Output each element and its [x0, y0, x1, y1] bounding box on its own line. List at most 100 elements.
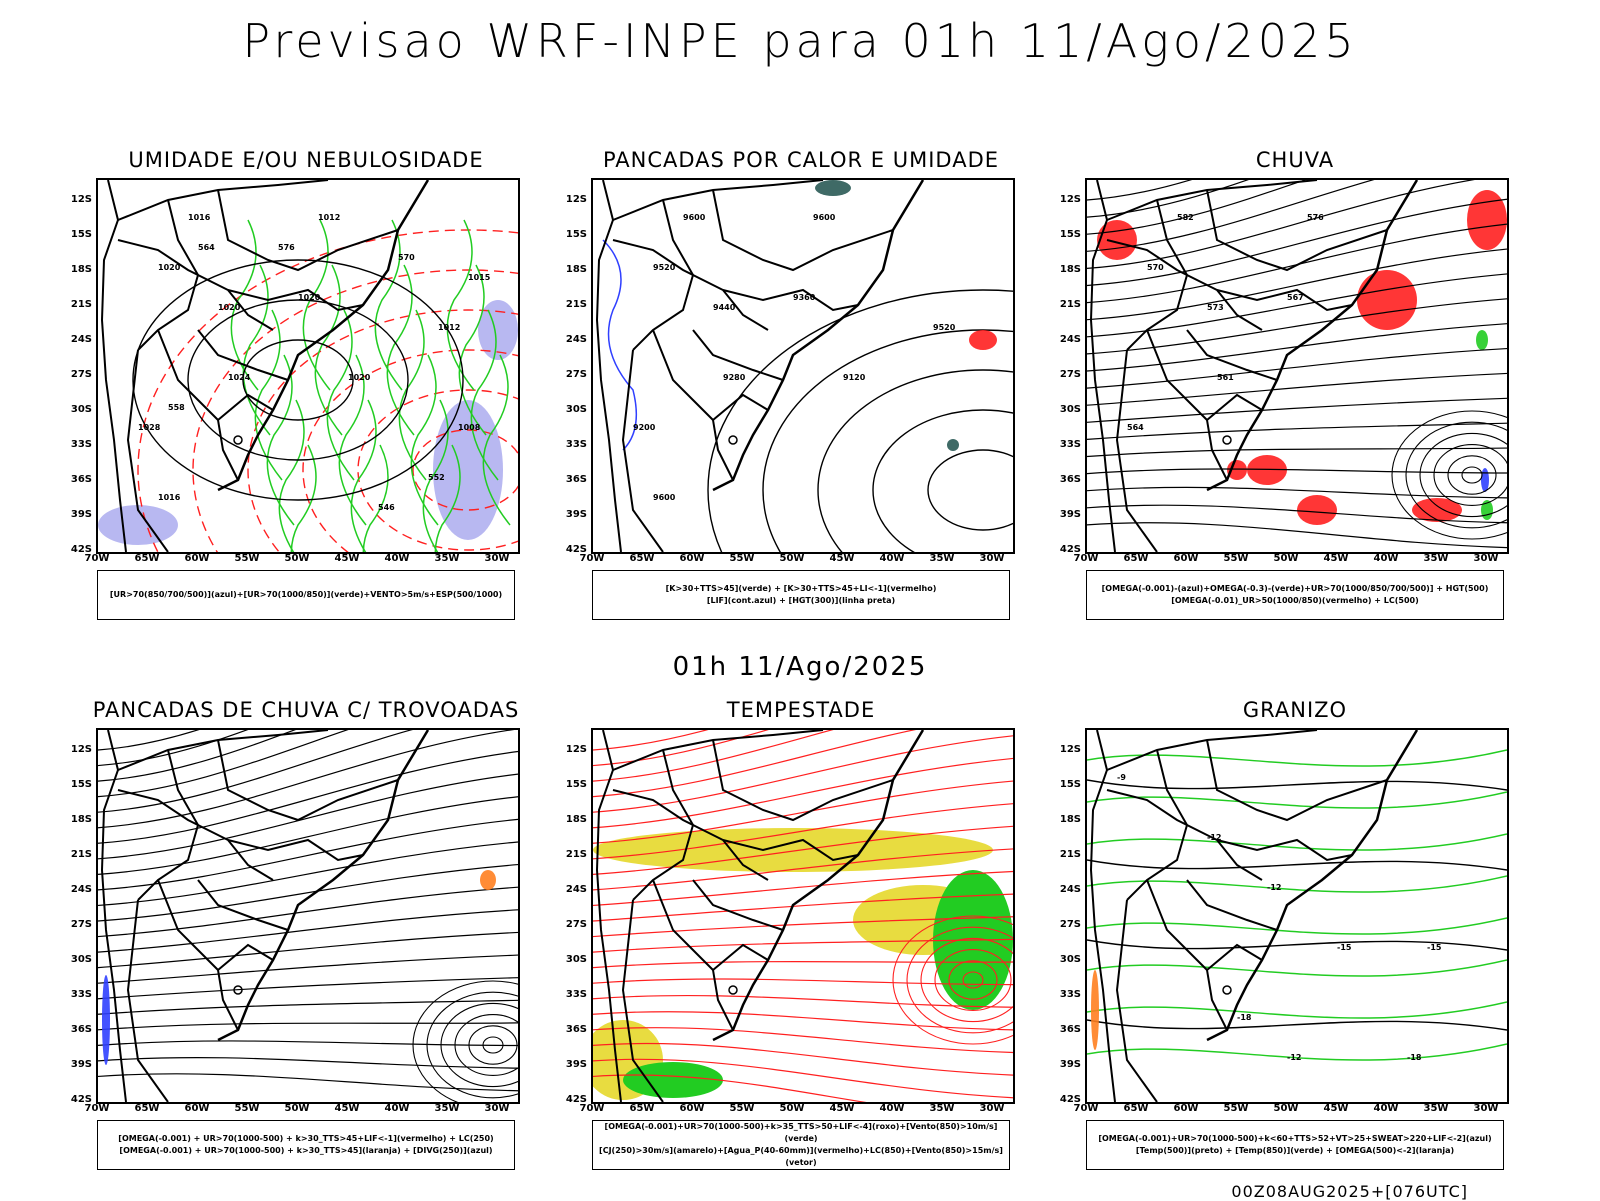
- contour-label: 564: [198, 243, 215, 252]
- contour-label: 1008: [458, 423, 481, 432]
- lat-tick-label: 39S: [70, 1059, 92, 1070]
- lon-tick-label: 45W: [829, 1103, 855, 1114]
- contour-label: 1020: [348, 373, 371, 382]
- lon-tick-label: 70W: [579, 1103, 605, 1114]
- lat-tick-label: 36S: [70, 474, 92, 485]
- contour-label: 570: [398, 253, 415, 262]
- lat-tick-label: 36S: [565, 474, 587, 485]
- lat-tick-label: 12S: [70, 744, 92, 755]
- lat-tick-label: 27S: [70, 919, 92, 930]
- coastline-borders: [100, 730, 430, 1102]
- lon-tick-label: 65W: [1123, 553, 1149, 564]
- legend-line: [OMEGA(-0.001) + UR>70(1000-500) + k>30_…: [119, 1146, 493, 1155]
- lat-tick-label: 18S: [565, 264, 587, 275]
- lat-tick-label: 15S: [70, 229, 92, 240]
- contour-label: 1016: [188, 213, 211, 222]
- lat-tick-label: 21S: [1059, 849, 1081, 860]
- contour-lines: [137, 229, 518, 552]
- map-area: 582 576 570 573 567 561 564: [1085, 178, 1509, 554]
- lon-tick-label: 35W: [434, 1103, 460, 1114]
- lat-tick-label: 42S: [565, 544, 587, 555]
- panel-legend: [K>30+TTS>45](verde) + [K>30+TTS>45+LI<-…: [592, 570, 1010, 620]
- contour-label: 1015: [468, 273, 491, 282]
- streamlines: [593, 730, 1013, 1102]
- map-area: 9600 9600 9520 9440 9360 9280 9200 9120 9600 9520: [591, 178, 1015, 554]
- contour-label: 1016: [158, 493, 181, 502]
- contour-lines: [707, 289, 1013, 552]
- contour-label: 1024: [228, 373, 251, 382]
- lat-tick-label: 36S: [565, 1024, 587, 1035]
- lon-tick-label: 70W: [84, 1103, 110, 1114]
- lat-tick-label: 24S: [1059, 884, 1081, 895]
- contour-label: 564: [1127, 423, 1144, 432]
- coastline-borders: [100, 180, 430, 552]
- lat-tick-label: 42S: [70, 1094, 92, 1105]
- contour-label: 570: [1147, 263, 1164, 272]
- contour-label: 9520: [653, 263, 676, 272]
- lat-tick-label: 33S: [1059, 439, 1081, 450]
- lon-tick-label: 50W: [1273, 1103, 1299, 1114]
- contour-label: 561: [1217, 373, 1234, 382]
- rain-green-area: [1476, 330, 1493, 520]
- panel-title: UMIDADE E/OU NEBULOSIDADE: [128, 148, 484, 172]
- coastline-borders: [595, 730, 925, 1102]
- lon-tick-label: 55W: [234, 553, 260, 564]
- legend-line: [UR>70(850/700/500)](azul)+[UR>70(1000/8…: [109, 590, 503, 599]
- lon-tick-label: 70W: [579, 553, 605, 564]
- lon-tick-label: 60W: [679, 1103, 705, 1114]
- lon-tick-label: 35W: [929, 553, 955, 564]
- lat-tick-label: 30S: [1059, 404, 1081, 415]
- panel-title: CHUVA: [1255, 148, 1335, 172]
- lon-tick-label: 65W: [629, 1103, 655, 1114]
- contour-label: 1020: [158, 263, 181, 272]
- contour-label: 9440: [713, 303, 736, 312]
- panel-title: GRANIZO: [1242, 698, 1348, 722]
- lat-tick-label: 24S: [565, 884, 587, 895]
- legend-line: [OMEGA(-0.01)_UR>50(1000/850)(vermelho) …: [1171, 596, 1419, 605]
- lat-tick-label: 42S: [565, 1094, 587, 1105]
- contour-label: 1020: [218, 303, 241, 312]
- instability-red-area: [969, 330, 997, 350]
- valid-time-label: 01h 11/Ago/2025: [672, 652, 928, 682]
- lat-tick-label: 12S: [565, 744, 587, 755]
- lat-tick-label: 12S: [70, 194, 92, 205]
- panel-title: PANCADAS DE CHUVA C/ TROVOADAS: [92, 698, 520, 722]
- lat-tick-label: 21S: [1059, 299, 1081, 310]
- lon-tick-label: 60W: [679, 553, 705, 564]
- temp500-black-contours: [1087, 779, 1507, 1031]
- lon-tick-label: 40W: [384, 553, 410, 564]
- lat-tick-label: 30S: [70, 954, 92, 965]
- lat-tick-label: 27S: [1059, 369, 1081, 380]
- lon-tick-label: 50W: [284, 553, 310, 564]
- coastline-borders: [1089, 730, 1419, 1102]
- lat-tick-label: 36S: [1059, 1024, 1081, 1035]
- lat-tick-label: 15S: [70, 779, 92, 790]
- lon-tick-label: 65W: [134, 553, 160, 564]
- contour-label: 558: [168, 403, 185, 412]
- lon-tick-label: 55W: [234, 1103, 260, 1114]
- lat-tick-label: 24S: [1059, 334, 1081, 345]
- lat-tick-label: 21S: [70, 849, 92, 860]
- lat-tick-label: 12S: [1059, 744, 1081, 755]
- main-title: Previsao WRF-INPE para 01h 11/Ago/2025: [242, 14, 1358, 68]
- lat-tick-label: 21S: [565, 299, 587, 310]
- lon-tick-label: 50W: [1273, 553, 1299, 564]
- panel-legend: [OMEGA(-0.001) + UR>70(1000-500) + k>30_…: [97, 1120, 515, 1170]
- lat-tick-label: 18S: [565, 814, 587, 825]
- lat-tick-label: 18S: [70, 814, 92, 825]
- lon-tick-label: 30W: [979, 1103, 1005, 1114]
- lat-tick-label: 27S: [70, 369, 92, 380]
- lon-tick-label: 60W: [184, 1103, 210, 1114]
- storm-orange-area: [480, 870, 496, 890]
- lon-tick-label: 50W: [779, 1103, 805, 1114]
- lon-tick-label: 30W: [979, 553, 1005, 564]
- lat-tick-label: 42S: [1059, 1094, 1081, 1105]
- lon-tick-label: 60W: [1173, 1103, 1199, 1114]
- lat-tick-label: 21S: [70, 299, 92, 310]
- lon-tick-label: 40W: [1373, 553, 1399, 564]
- temp850-green-contours: [1087, 749, 1507, 1061]
- lon-tick-label: 40W: [879, 553, 905, 564]
- map-area: [591, 728, 1015, 1104]
- lat-tick-label: 36S: [1059, 474, 1081, 485]
- contour-label: 1028: [138, 423, 161, 432]
